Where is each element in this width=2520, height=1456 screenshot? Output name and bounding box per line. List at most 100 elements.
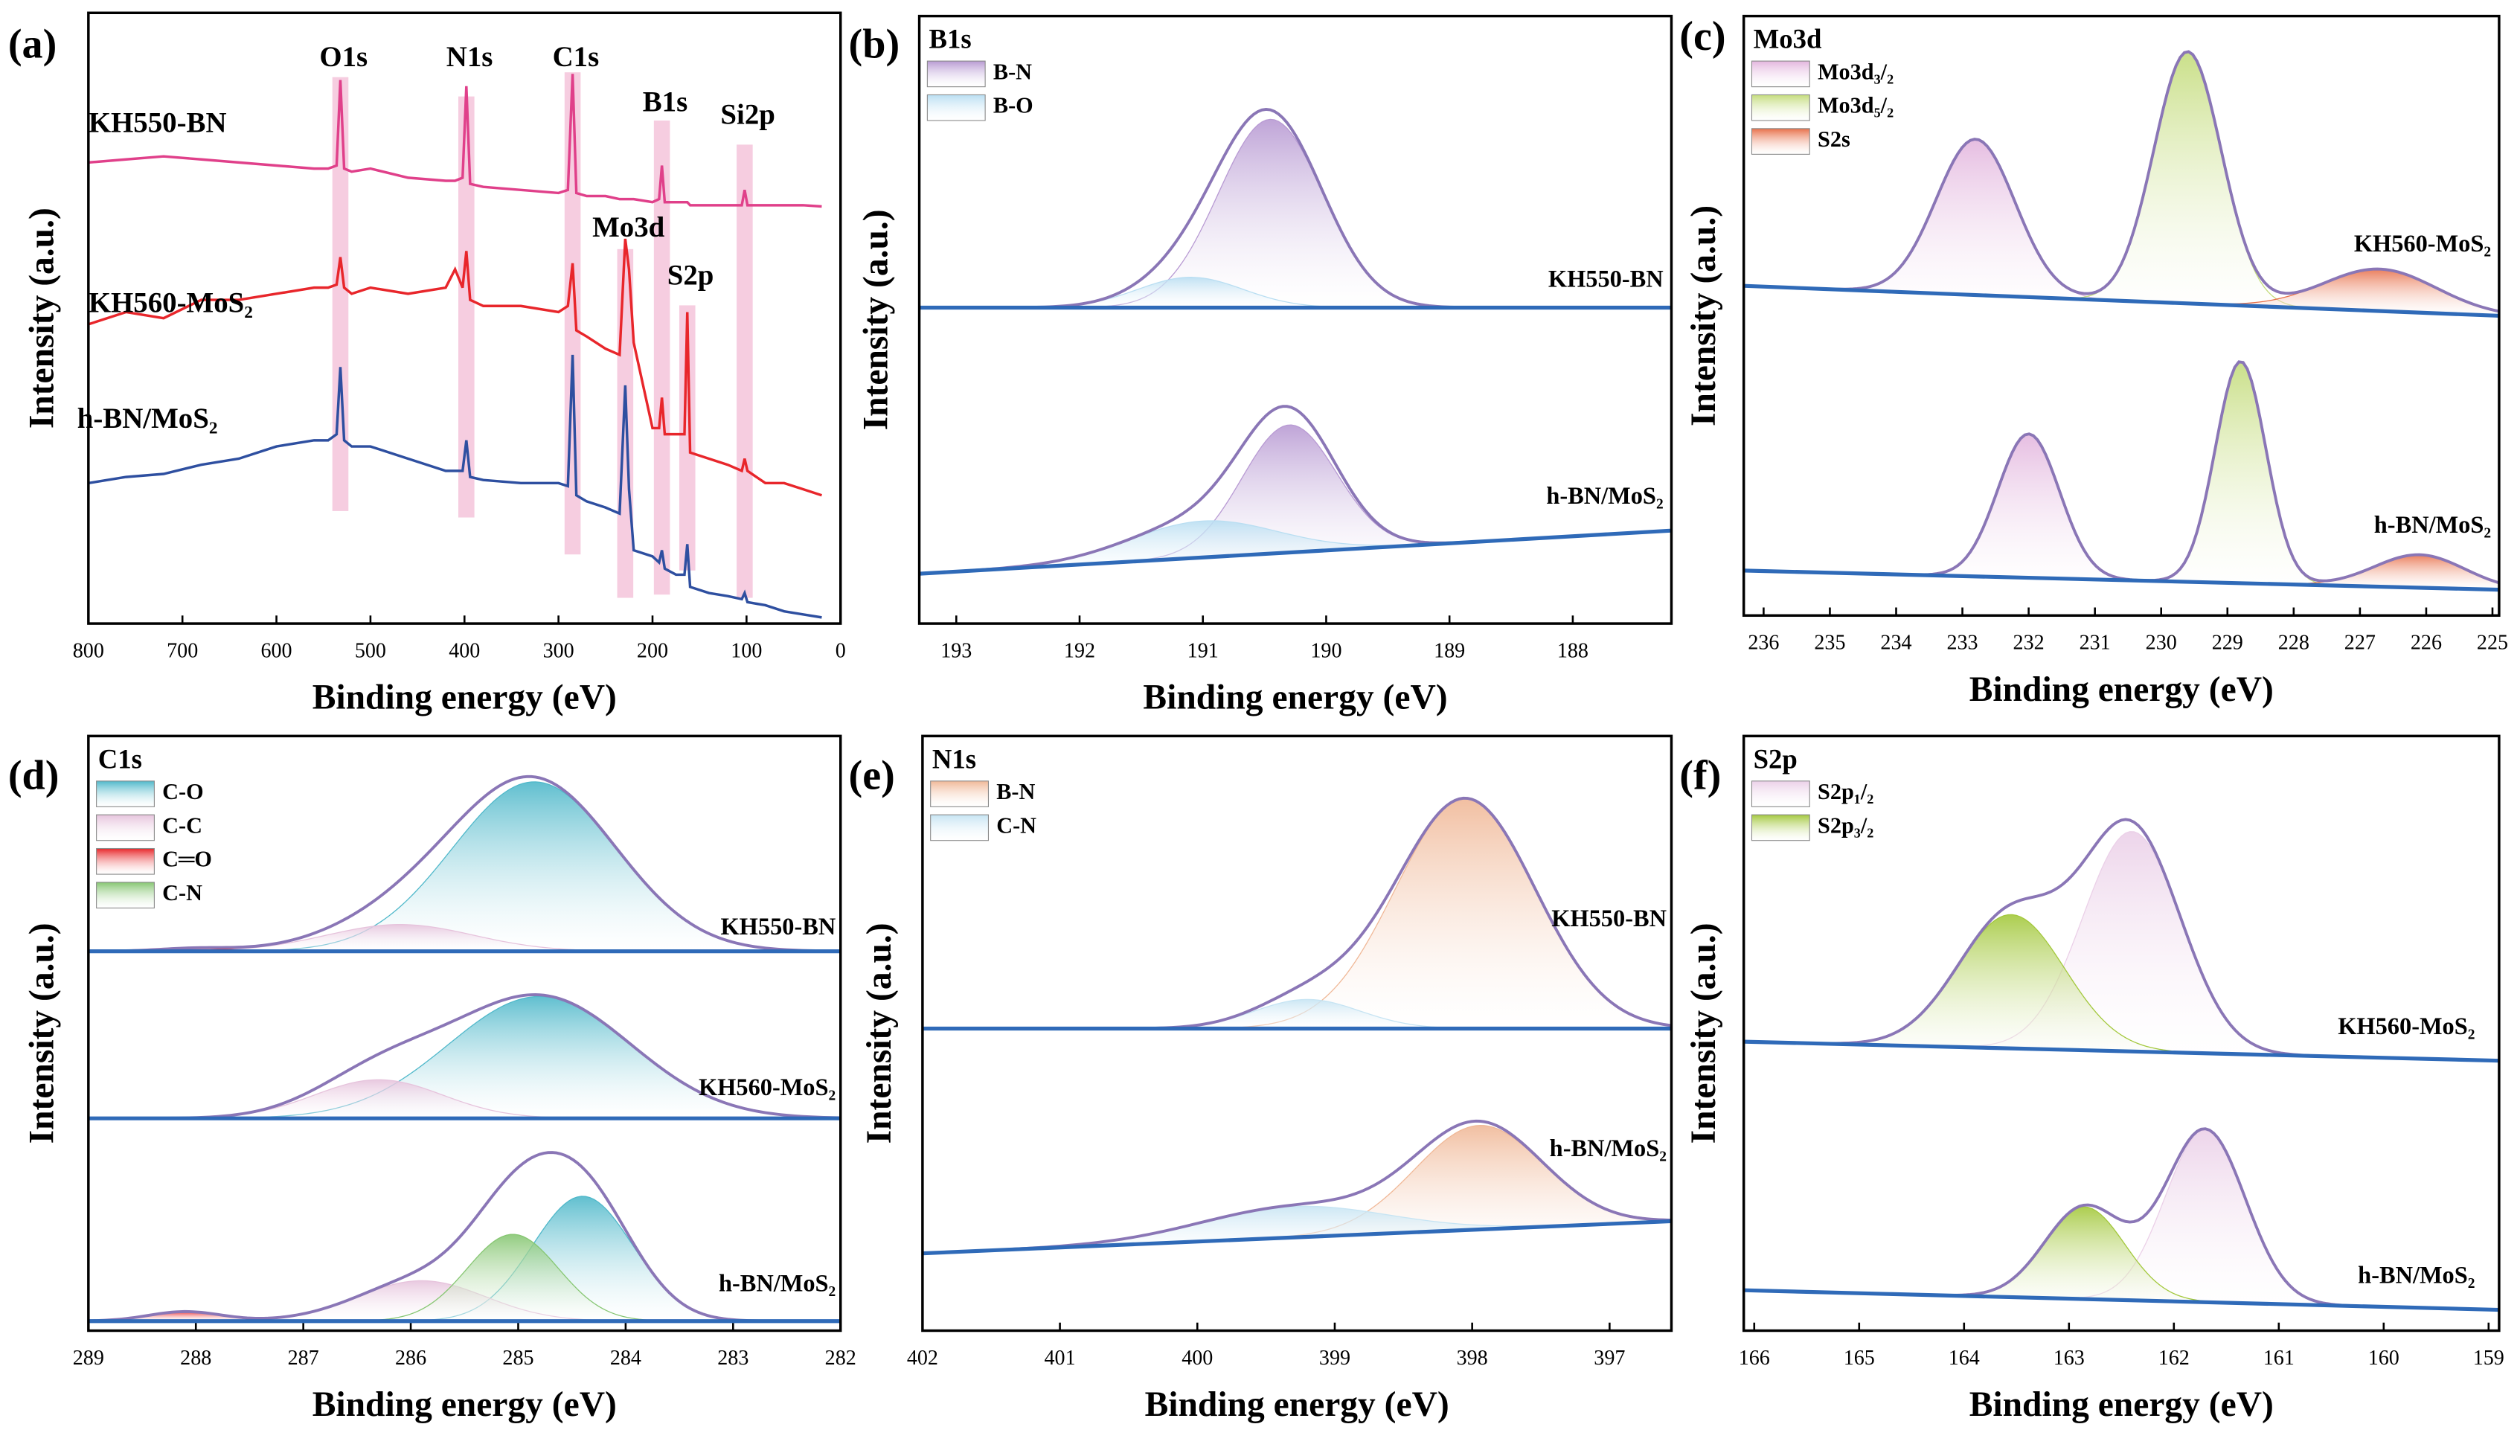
peak-label: N1s	[446, 41, 493, 73]
x-tick-label: 191	[1187, 639, 1219, 662]
panel: (c) Binding energy (eV) Intensity (a.u.) 23…	[1679, 13, 2508, 709]
peak-label: Si2p	[720, 99, 775, 131]
x-tick-label: 225	[2477, 632, 2508, 655]
panel-title: Mo3d	[1754, 24, 1822, 54]
x-tick-label: 288	[180, 1347, 211, 1370]
x-tick-label: 161	[2263, 1347, 2295, 1370]
spectrum-label: KH560-MoS₂	[2338, 1013, 2475, 1040]
y-axis-label: Intensity (a.u.)	[22, 208, 61, 429]
legend-swatch	[930, 780, 989, 807]
x-tick-label: 100	[731, 639, 762, 662]
x-tick-label: 236	[1748, 632, 1779, 655]
x-tick-label: 226	[2411, 632, 2442, 655]
x-tick-label: 397	[1594, 1347, 1625, 1370]
spectrum-label: KH550-BN	[1551, 905, 1667, 932]
x-tick-label: 286	[395, 1347, 426, 1370]
legend-swatch	[96, 814, 155, 841]
legend-swatch	[96, 847, 155, 875]
x-tick-label: 282	[825, 1347, 856, 1370]
fit-component	[1743, 361, 2499, 591]
peak-highlight	[653, 121, 670, 595]
legend-swatch	[926, 60, 986, 88]
x-tick-label: 193	[940, 639, 972, 662]
series-label: KH550-BN	[89, 106, 227, 138]
panel: (f) Binding energy (eV) Intensity (a.u.) 16…	[1679, 734, 2504, 1424]
x-tick-label: 192	[1064, 639, 1095, 662]
panel-title: B1s	[929, 24, 972, 54]
panel-title: C1s	[98, 743, 142, 774]
panel: (a) Binding energy (eV) Intensity (a.u.) 80…	[8, 11, 846, 717]
x-tick-label: 188	[1557, 639, 1588, 662]
legend-swatch	[96, 882, 155, 908]
plot-frame	[1742, 734, 2501, 1332]
legend-swatch	[1751, 814, 1810, 841]
x-tick-label: 399	[1319, 1347, 1350, 1370]
legend-label: Mo3d₅/₂	[1818, 93, 1894, 118]
legend-swatch	[1751, 128, 1810, 155]
series-label: KH560-MoS₂	[89, 286, 253, 318]
x-tick-label: 398	[1457, 1347, 1488, 1370]
panel: (b) Binding energy (eV) Intensity (a.u.) 19…	[849, 14, 1673, 717]
spectrum-label: KH560-MoS₂	[2354, 231, 2491, 257]
legend-label: S2p₃/₂	[1818, 812, 1873, 838]
peak-highlight	[332, 77, 349, 511]
panel-label: (c)	[1679, 13, 1725, 60]
fit-envelope	[88, 1151, 841, 1323]
spectrum-line	[88, 354, 822, 619]
spectrum-label: KH560-MoS₂	[699, 1074, 836, 1101]
legend-label: S2p₁/₂	[1818, 779, 1873, 804]
legend-label: C-N	[162, 880, 202, 905]
spectrum-label: h-BN/MoS₂	[1546, 483, 1663, 510]
x-axis-label: Binding energy (eV)	[312, 1385, 617, 1424]
x-axis-label: Binding energy (eV)	[312, 679, 617, 717]
legend-swatch	[926, 94, 986, 121]
y-axis-label: Intensity (a.u.)	[1684, 923, 1723, 1144]
spectrum-label: KH550-BN	[720, 914, 836, 940]
baseline	[1743, 1288, 2499, 1312]
x-tick-label: 235	[1814, 632, 1845, 655]
legend-label: B-N	[996, 779, 1035, 804]
legend-label: C-O	[162, 779, 203, 804]
x-axis-label: Binding energy (eV)	[1969, 670, 2274, 709]
baseline	[922, 1219, 1672, 1256]
legend-label: Mo3d₃/₂	[1818, 59, 1894, 84]
plot-frame	[87, 11, 842, 625]
x-tick-label: 287	[288, 1347, 319, 1370]
x-tick-label: 400	[449, 639, 480, 662]
x-tick-label: 164	[1949, 1347, 1980, 1370]
x-tick-label: 231	[2080, 632, 2111, 655]
x-tick-label: 162	[2158, 1347, 2190, 1370]
x-tick-label: 234	[1880, 632, 1911, 655]
x-tick-label: 232	[2013, 632, 2045, 655]
peak-label: C1s	[553, 41, 600, 73]
x-tick-label: 283	[717, 1347, 748, 1370]
y-axis-label: Intensity (a.u.)	[856, 209, 895, 430]
series-label: h-BN/MoS₂	[77, 403, 218, 434]
legend-label: S2s	[1818, 126, 1850, 152]
panel-label: (e)	[849, 753, 895, 799]
x-tick-label: 700	[167, 639, 198, 662]
spectrum-line	[88, 238, 822, 497]
panel-title: N1s	[932, 743, 976, 774]
x-tick-label: 289	[73, 1347, 104, 1370]
peak-highlight	[737, 144, 753, 598]
panel-label: (b)	[849, 22, 900, 68]
panel-label: (f)	[1679, 753, 1721, 799]
x-tick-label: 230	[2146, 632, 2177, 655]
x-tick-label: 800	[73, 639, 104, 662]
legend-swatch	[1751, 780, 1810, 807]
baseline	[919, 528, 1672, 576]
fit-envelope	[1743, 50, 2500, 313]
legend-label: B-O	[993, 93, 1033, 118]
spectrum-label: h-BN/MoS₂	[2358, 1263, 2475, 1289]
x-tick-label: 227	[2344, 632, 2376, 655]
legend-swatch	[96, 780, 155, 807]
peak-label: S2p	[667, 260, 714, 292]
peak-label: Mo3d	[592, 211, 665, 243]
x-tick-label: 159	[2473, 1347, 2504, 1370]
x-tick-label: 600	[260, 639, 292, 662]
fit-envelope	[1743, 360, 2500, 585]
y-axis-label: Intensity (a.u.)	[860, 923, 899, 1144]
plot-frame	[1742, 14, 2501, 618]
